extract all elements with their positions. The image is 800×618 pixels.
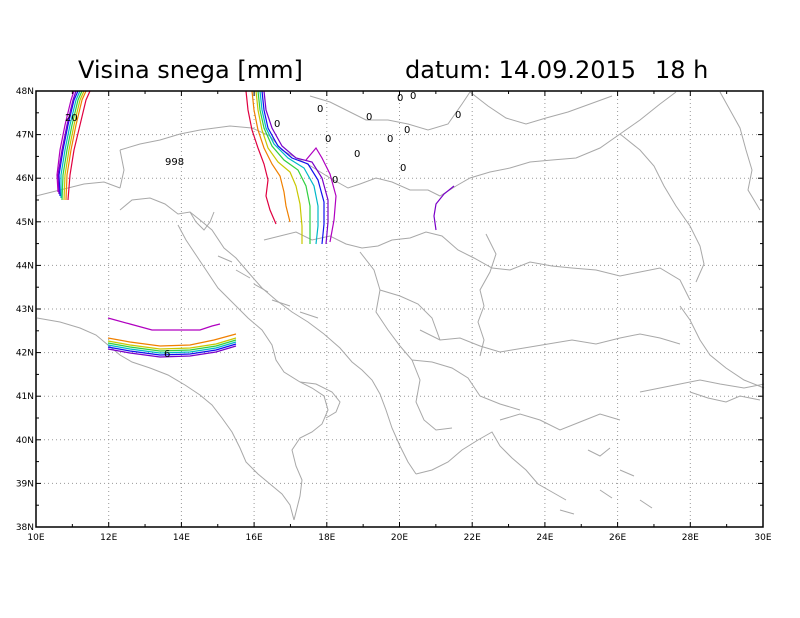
y-tick-label: 45N (16, 218, 34, 228)
y-tick-label: 48N (16, 87, 34, 97)
coast-marmara (689, 391, 761, 403)
contour-label: 0 (354, 149, 360, 160)
border-central (35, 91, 471, 197)
y-tick-label: 46N (16, 174, 34, 184)
contour-label: 0 (410, 91, 416, 102)
snow-contours (56, 90, 455, 358)
contour-italy-yellow (107, 337, 237, 350)
contour-label: 0 (397, 93, 403, 104)
contour-labels: 20 998 0 0 0 0 0 0 0 0 0 0 0 0 6 (65, 91, 461, 360)
y-tick-label: 39N (16, 479, 34, 489)
contour-east-blue (261, 90, 325, 245)
axis-ticks (35, 90, 764, 528)
contour-italy-blue (107, 343, 237, 356)
y-axis-labels: 48N 47N 46N 45N 44N 43N 42N 41N 40N 39N 38N (16, 87, 34, 533)
x-tick-label: 30E (754, 533, 771, 543)
map-title: Visina snega [mm] (78, 56, 303, 84)
contour-east-cyan (259, 90, 319, 245)
coast-italy-west (36, 317, 295, 521)
border-serbia (359, 251, 521, 431)
contour-alps-west-orange (65, 90, 87, 201)
x-axis-labels: 10E 12E 14E 16E 18E 20E 22E 24E 26E 28E 30E (27, 533, 771, 543)
contour-label: 6 (164, 349, 170, 360)
contour-label: 998 (165, 157, 184, 168)
contour-label: 0 (317, 104, 323, 115)
y-tick-label: 40N (16, 436, 34, 446)
contour-alps-west-red (67, 90, 91, 201)
x-tick-label: 24E (536, 533, 553, 543)
contour-italy-magenta (107, 317, 221, 331)
coast-black-sea (679, 305, 765, 389)
coast-istria (189, 211, 215, 231)
contour-label: 20 (65, 113, 78, 124)
coastlines (35, 91, 765, 521)
contour-label: 0 (455, 110, 461, 121)
x-tick-label: 10E (27, 533, 44, 543)
map-date: datum: 14.09.2015 (405, 56, 636, 84)
contour-label: 0 (274, 119, 280, 130)
x-tick-label: 22E (464, 533, 481, 543)
contour-label: 0 (404, 125, 410, 136)
contour-alps-west-purple (57, 90, 77, 195)
contour-italy-orange (107, 333, 237, 347)
y-tick-label: 38N (16, 523, 34, 533)
contour-east-green (257, 90, 311, 244)
contour-italy-cyan (107, 341, 237, 354)
y-tick-label: 43N (16, 305, 34, 315)
contour-east-magenta (305, 146, 337, 243)
contour-alps-west-cyan (60, 90, 81, 198)
y-tick-label: 41N (16, 392, 34, 402)
coast-north-adriatic (119, 197, 417, 475)
border-danube (419, 233, 681, 357)
contour-east-purple (263, 90, 329, 245)
x-tick-label: 20E (391, 533, 408, 543)
x-tick-label: 16E (246, 533, 263, 543)
x-tick-label: 14E (173, 533, 190, 543)
contour-italy-purple (107, 345, 237, 358)
contour-label: 0 (332, 175, 338, 186)
contour-italy-green (107, 339, 237, 352)
coast-aegean-islands (559, 447, 653, 515)
contour-alps-west-green (61, 90, 83, 201)
border-ukraine (469, 91, 761, 211)
plot-frame (35, 90, 764, 528)
graticule (36, 91, 763, 527)
coast-italy-east (177, 224, 329, 521)
adriatic-islands (217, 255, 319, 319)
x-tick-label: 26E (609, 533, 626, 543)
coast-greece (415, 413, 621, 501)
contour-label: 0 (366, 112, 372, 123)
contour-label: 0 (387, 134, 393, 145)
contour-carpathian (433, 185, 455, 231)
contour-alps-west-magenta (56, 90, 75, 193)
map-plot-area: 20 998 0 0 0 0 0 0 0 0 0 0 0 0 6 10E 12E 1… (16, 87, 772, 543)
contour-east-yellow (255, 90, 303, 244)
border-romania (455, 91, 705, 283)
x-tick-label: 28E (682, 533, 699, 543)
coast-italy-heel (299, 381, 341, 419)
contour-alps-west-yellow (63, 90, 85, 201)
x-tick-label: 18E (318, 533, 335, 543)
x-tick-label: 12E (100, 533, 117, 543)
border-turkey (639, 379, 765, 393)
border-balkan (263, 231, 691, 301)
contour-east-red (245, 90, 277, 225)
contour-label: 0 (400, 163, 406, 174)
contour-label: 0 (325, 134, 331, 145)
y-tick-label: 44N (16, 261, 34, 271)
contour-alps-west-blue (58, 90, 79, 197)
map-hour: 18 h (655, 56, 708, 84)
contour-east-orange (251, 90, 291, 223)
y-tick-label: 47N (16, 131, 34, 141)
y-tick-label: 42N (16, 349, 34, 359)
